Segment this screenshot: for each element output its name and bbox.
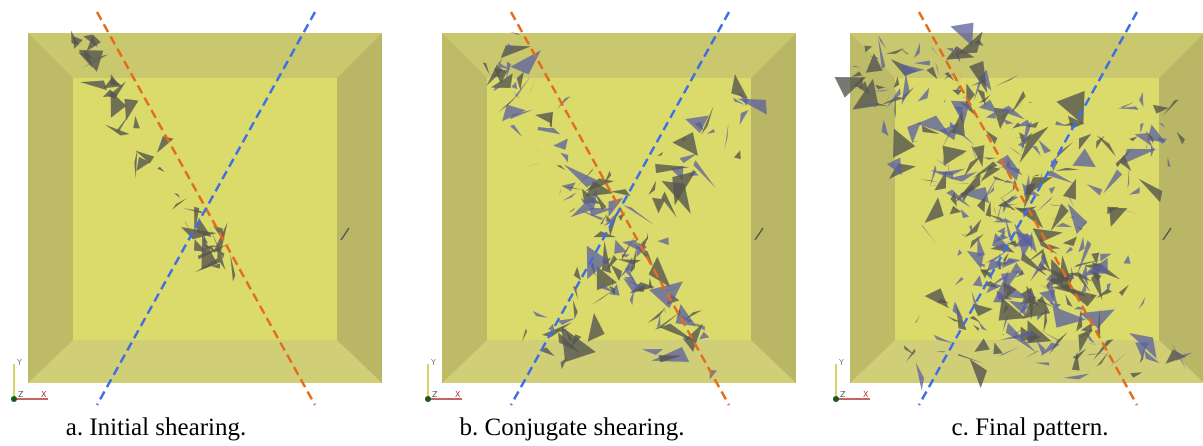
axis-origin [425, 396, 431, 402]
box-bottom [442, 340, 796, 383]
axis-label-z: Z [840, 390, 846, 399]
axis-label-y: Y [838, 358, 844, 367]
axis-origin [11, 396, 17, 402]
caption: b. Conjugate shearing. [460, 414, 685, 441]
axis-label-x: X [41, 390, 47, 399]
box-left [28, 33, 73, 383]
axis-label-x: X [863, 390, 869, 399]
box-left [442, 33, 487, 383]
panel: Y Z Xc. Final pattern. [833, 12, 1203, 441]
panel: Y Z Xa. Initial shearing. [11, 12, 382, 441]
figure: Y Z Xa. Initial shearing. Y Z Xb. Conjugate s… [0, 0, 1203, 446]
caption: c. Final pattern. [952, 414, 1109, 441]
axis-origin [833, 396, 839, 402]
axis-label-y: Y [16, 358, 22, 367]
box-bottom [28, 340, 382, 383]
axis-label-y: Y [430, 358, 436, 367]
panel: Y Z Xb. Conjugate shearing. [425, 12, 796, 441]
axis-label-z: Z [18, 390, 24, 399]
axis-label-x: X [455, 390, 461, 399]
caption: a. Initial shearing. [66, 414, 247, 441]
axis-label-z: Z [432, 390, 438, 399]
